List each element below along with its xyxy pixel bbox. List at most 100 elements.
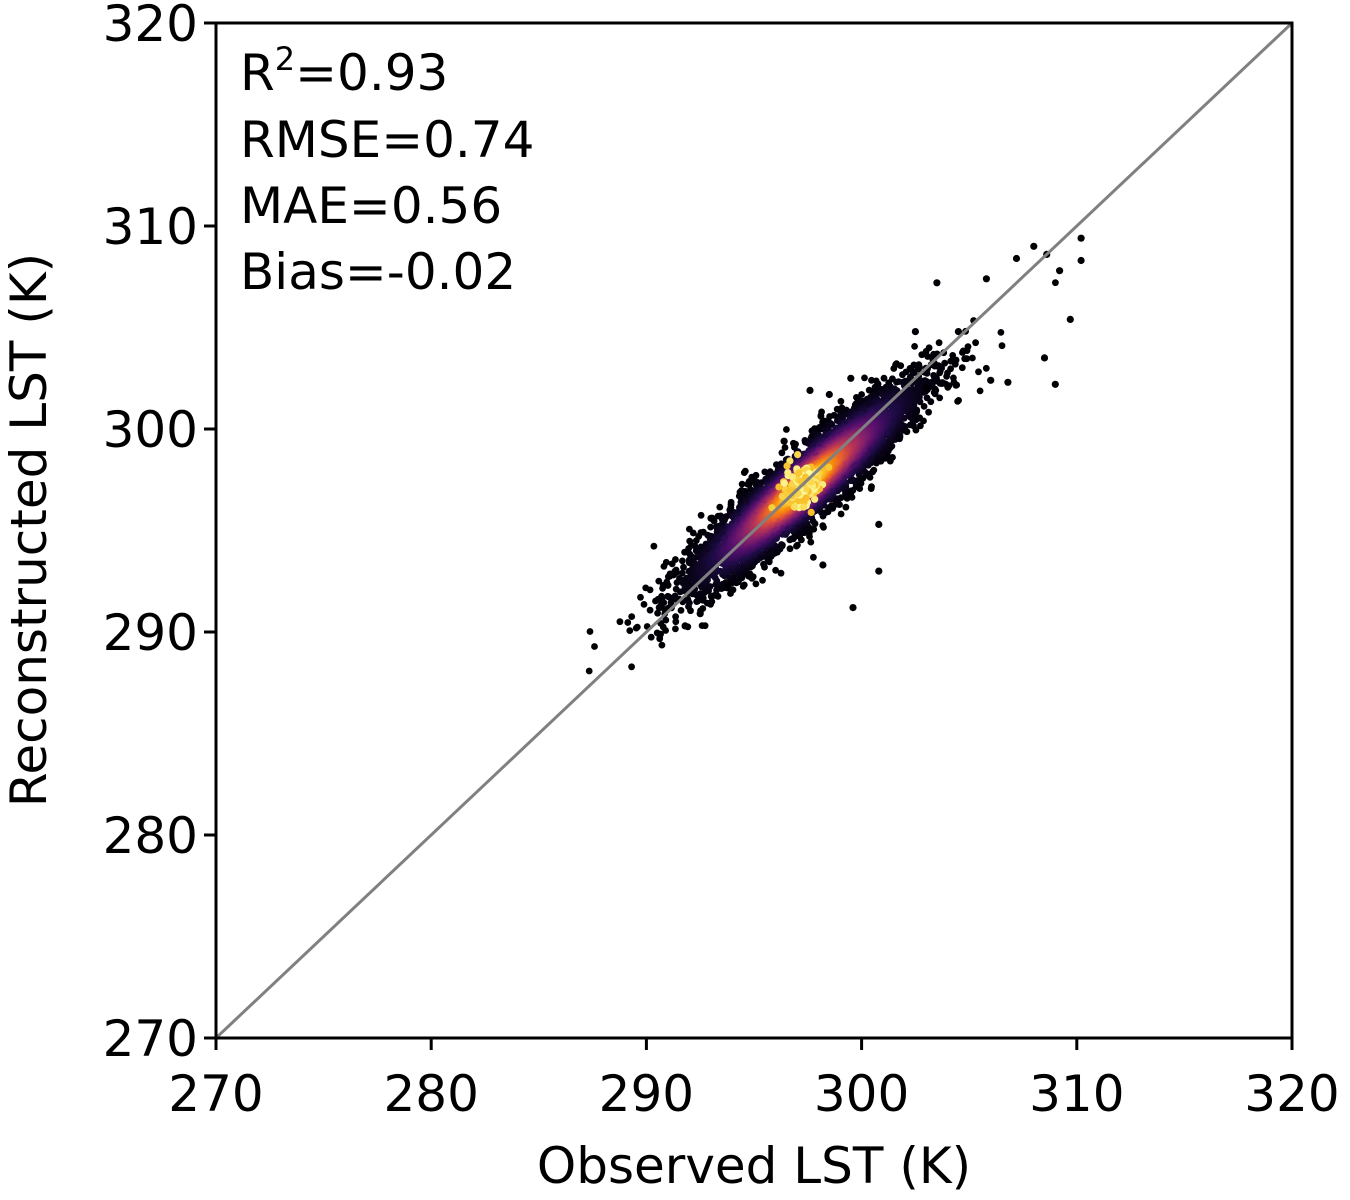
r2-annotation: R2=0.93 <box>240 40 448 102</box>
y-tick-label: 310 <box>103 198 198 256</box>
density-point <box>698 622 706 629</box>
outlier-point <box>707 514 715 522</box>
density-point <box>778 449 786 457</box>
density-point <box>699 605 707 612</box>
density-point <box>655 577 663 585</box>
x-tick-label: 310 <box>1029 1065 1124 1123</box>
outlier-point <box>875 520 883 529</box>
density-point <box>794 451 802 459</box>
outlier-point <box>664 581 672 589</box>
density-point <box>825 463 833 471</box>
x-tick-label: 270 <box>168 1065 263 1123</box>
density-point <box>647 633 655 641</box>
density-point <box>897 362 905 370</box>
density-point <box>786 545 794 553</box>
density-point <box>716 503 724 511</box>
density-point <box>741 487 749 495</box>
density-point <box>786 486 794 494</box>
x-axis-label: Observed LST (K) <box>537 1137 971 1195</box>
density-point <box>899 371 906 379</box>
density-point <box>646 586 654 594</box>
density-point <box>817 413 825 420</box>
y-tick-label: 300 <box>103 401 198 459</box>
density-point <box>997 329 1005 336</box>
outlier-point <box>724 581 732 589</box>
outlier-point <box>933 279 941 287</box>
outlier-point <box>681 622 689 630</box>
density-point <box>954 398 961 405</box>
outlier-point <box>922 384 930 392</box>
density-point <box>802 485 810 493</box>
density-point <box>930 372 937 379</box>
y-tick-label: 320 <box>103 0 198 53</box>
outlier-point <box>911 328 920 336</box>
density-point <box>624 619 632 626</box>
density-point <box>676 588 684 596</box>
density-point <box>626 627 634 634</box>
density-point <box>880 374 888 382</box>
x-axis: 270 280 290 300 310 320 <box>168 1038 1340 1123</box>
outlier-point <box>819 561 827 569</box>
y-axis-label: Reconstructed LST (K) <box>0 253 58 807</box>
density-point <box>783 462 791 470</box>
density-point <box>628 613 636 620</box>
density-point <box>941 359 949 367</box>
density-point <box>976 387 984 395</box>
density-point <box>672 625 679 633</box>
density-point <box>659 584 666 592</box>
density-point <box>775 483 783 491</box>
outlier-point <box>849 604 857 612</box>
density-point <box>740 469 748 476</box>
outlier-point <box>696 610 704 618</box>
outlier-point <box>987 376 995 384</box>
density-point <box>861 374 868 382</box>
density-point <box>923 369 931 377</box>
density-point <box>633 623 641 631</box>
density-point <box>759 576 766 584</box>
stats-annotation: R2=0.93 RMSE=0.74 MAE=0.56 Bias=-0.02 <box>240 40 534 301</box>
density-point <box>890 365 898 372</box>
plot-frame <box>214 21 1294 1040</box>
x-tick-label: 300 <box>814 1065 909 1123</box>
density-point <box>738 480 746 488</box>
outlier-point <box>1040 354 1049 362</box>
density-point <box>842 503 850 511</box>
density-point <box>982 364 990 372</box>
outlier-point <box>1030 242 1038 250</box>
density-point <box>591 643 598 650</box>
density-point <box>931 362 939 370</box>
y-tick-label: 270 <box>103 1010 198 1068</box>
density-point <box>943 373 950 380</box>
density-point <box>830 411 838 419</box>
outlier-point <box>1012 254 1021 263</box>
density-point <box>772 566 779 574</box>
density-point <box>791 503 799 511</box>
x-tick-label: 320 <box>1244 1065 1339 1123</box>
density-point <box>707 523 714 531</box>
density-point <box>807 538 815 546</box>
outlier-point <box>825 390 833 399</box>
density-point <box>640 601 648 608</box>
density-point <box>949 352 957 359</box>
density-point <box>781 444 789 451</box>
density-point <box>935 339 943 347</box>
density-point <box>768 504 776 512</box>
density-point <box>920 403 928 410</box>
density-point <box>961 355 969 363</box>
density-point <box>807 508 815 516</box>
density-point <box>923 394 931 402</box>
density-point <box>819 522 827 530</box>
density-point <box>697 511 705 519</box>
density-point <box>918 351 926 359</box>
density-cloud <box>585 279 1059 675</box>
density-point <box>673 569 680 576</box>
density-point <box>650 542 658 550</box>
bias-annotation: Bias=-0.02 <box>240 243 516 301</box>
density-point <box>906 421 914 429</box>
density-point <box>780 479 789 487</box>
y-axis: 270 280 290 300 310 320 <box>103 0 216 1068</box>
density-point <box>936 394 944 402</box>
mae-annotation: MAE=0.56 <box>240 177 502 235</box>
density-point <box>794 541 801 549</box>
outlier-point <box>780 437 788 445</box>
